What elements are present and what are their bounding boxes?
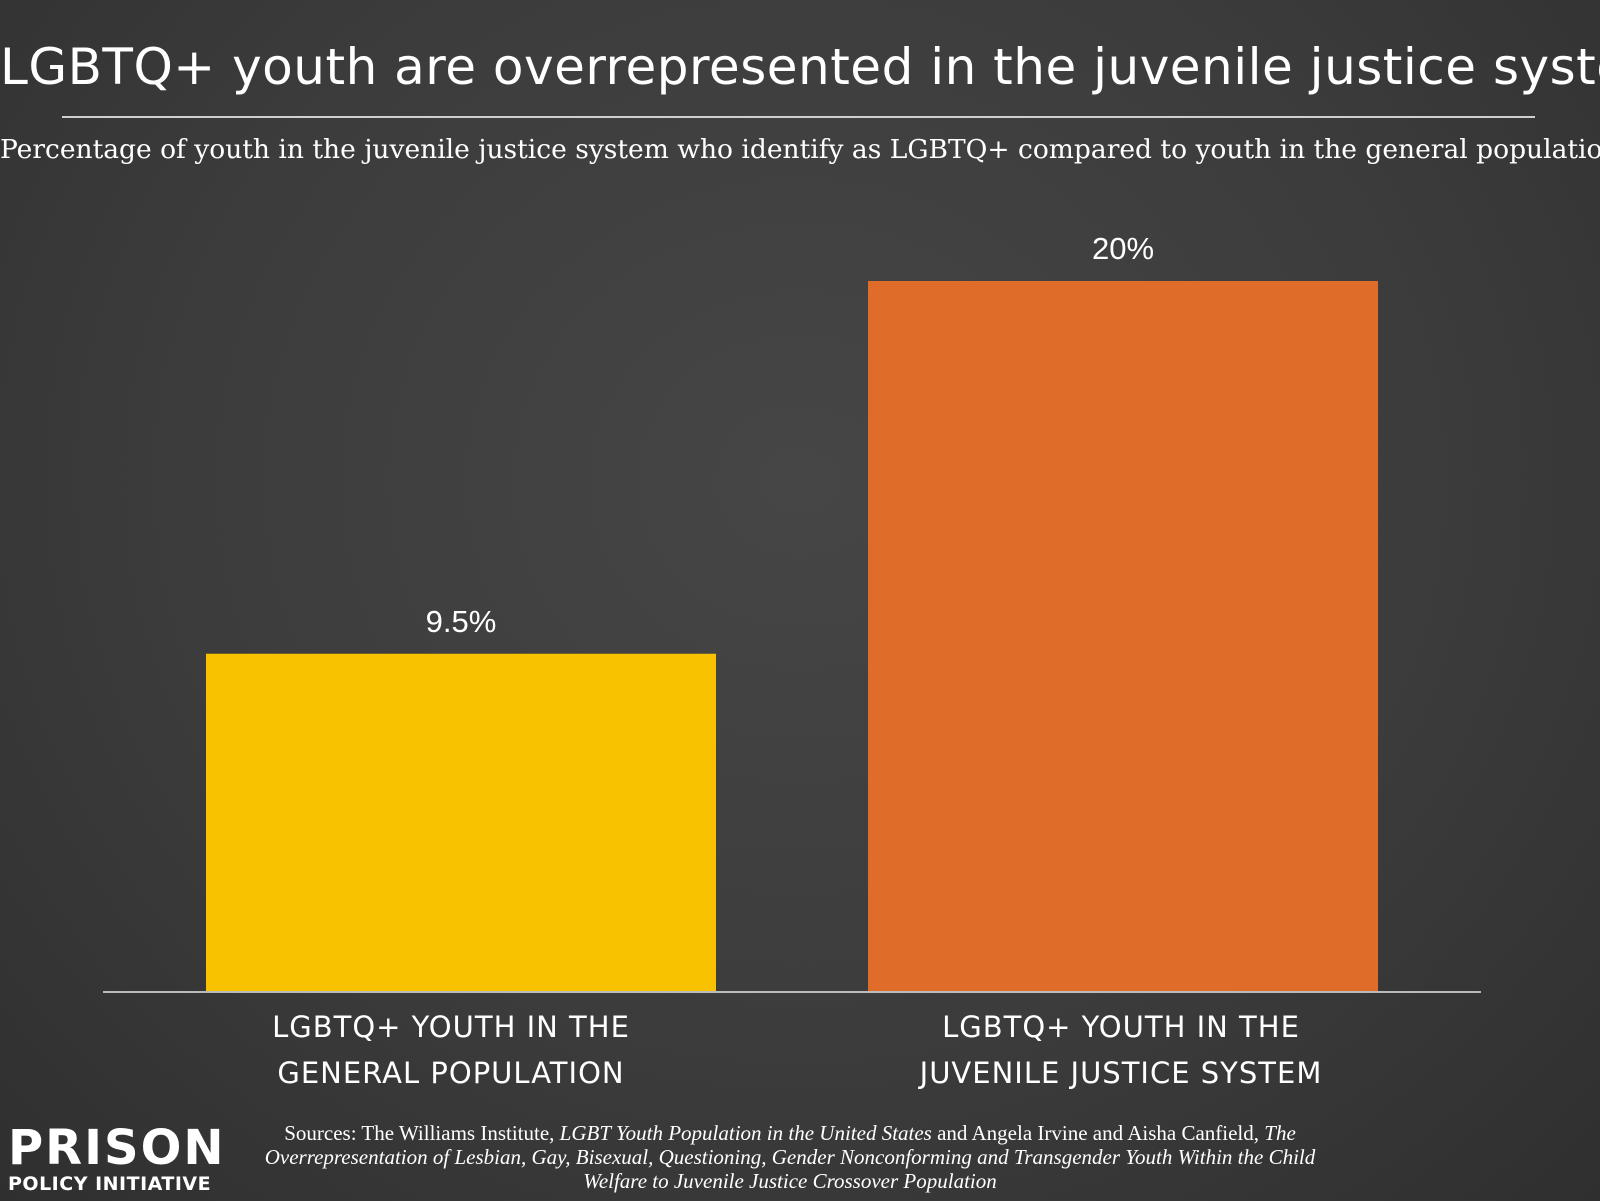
prison-policy-initiative-logo: PRISON POLICY INITIATIVE (8, 1124, 226, 1196)
category-label-1-line-2: GENERAL POPULATION (277, 1056, 624, 1090)
sources-middle: and Angela Irvine and Aisha Canfield, (931, 1121, 1265, 1145)
data-label-1: 9.5% (426, 604, 497, 639)
category-label-2-line-2: JUVENILE JUSTICE SYSTEM (918, 1056, 1323, 1090)
logo-line-1: PRISON (8, 1120, 226, 1176)
data-label-2: 20% (1092, 231, 1154, 266)
source-work-1: LGBT Youth Population in the United Stat… (559, 1121, 932, 1145)
sources-note: Sources: The Williams Institute, LGBT Yo… (250, 1121, 1330, 1193)
chart-subtitle: Percentage of youth in the juvenile just… (0, 134, 1600, 165)
sources-prefix: Sources: The Williams Institute, (284, 1121, 560, 1145)
bar-1 (206, 653, 716, 991)
category-label-2-line-1: LGBTQ+ YOUTH IN THE (942, 1010, 1300, 1044)
category-label-1-line-1: LGBTQ+ YOUTH IN THE (272, 1010, 630, 1044)
bar-2 (868, 281, 1378, 991)
source-work-2: The Overrepresentation of Lesbian, Gay, … (264, 1121, 1316, 1193)
logo-line-2: POLICY INITIATIVE (8, 1173, 212, 1195)
title-divider (62, 116, 1535, 118)
chart-title: LGBTQ+ youth are overrepresented in the … (0, 38, 1600, 96)
